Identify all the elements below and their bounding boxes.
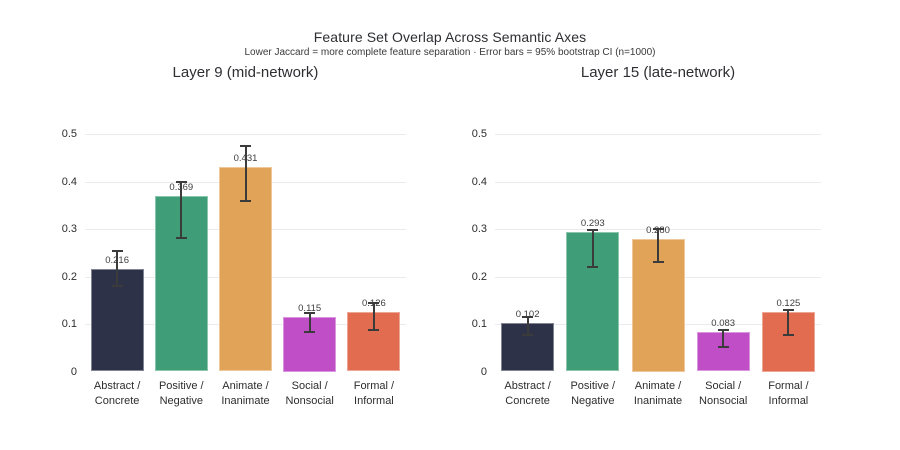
x-axis-tick-line: Positive / <box>570 379 616 392</box>
error-bar-whisker <box>787 309 790 335</box>
x-axis-tick-line: Concrete <box>505 394 550 407</box>
error-bar-whisker <box>116 251 119 286</box>
x-axis-tick-line: Abstract / <box>504 379 551 392</box>
x-axis-tick-line: Abstract / <box>93 379 141 392</box>
bar-value-label: 0.115 <box>298 302 322 314</box>
x-axis-tick-line: Formal / <box>353 379 395 392</box>
y-axis-tick-label: 0.1 <box>61 318 77 330</box>
error-bar-cap-top <box>240 144 251 147</box>
y-axis-tick-label: 0.4 <box>471 175 487 188</box>
error-bar-cap-bottom <box>368 329 380 332</box>
x-axis-tick-line: Nonsocial <box>285 394 334 407</box>
error-bar-cap-bottom <box>652 261 664 264</box>
y-axis-tick-label: 0.4 <box>61 175 77 188</box>
x-axis-tick-line: Formal / <box>768 379 809 392</box>
x-axis-tick-label: Positive / Negative <box>560 379 625 409</box>
error-bar-whisker <box>526 317 529 336</box>
error-bar-cap-top <box>717 328 729 331</box>
plot-area: 0 0.1 0.2 0.3 0.4 0.5 0.102 Abstract / Concrete 0… <box>472 128 821 407</box>
x-axis-tick-label: Social / Nonsocial <box>691 379 756 409</box>
error-bar-cap-top <box>652 227 664 230</box>
y-axis-tick-label: 0.5 <box>61 128 77 140</box>
x-axis-tick-line: Social / <box>705 379 742 392</box>
error-bar-cap-top <box>111 250 123 253</box>
bar-value-label: 0.083 <box>711 318 736 330</box>
subplot-title: Layer 9 (mid-network) <box>172 64 319 81</box>
x-axis-tick-label: Animate / Inanimate <box>625 379 690 409</box>
x-axis-tick-label: Social / Nonsocial <box>278 379 342 409</box>
y-axis-tick-label: 0.2 <box>61 270 77 283</box>
x-axis-tick-line: Inanimate <box>221 394 270 407</box>
x-axis-tick-label: Abstract / Concrete <box>85 379 149 409</box>
error-bar-cap-bottom <box>111 284 123 287</box>
x-axis-tick-line: Social / <box>291 379 328 392</box>
error-bar-cap-bottom <box>782 333 794 336</box>
error-bar-cap-bottom <box>304 330 316 333</box>
y-axis-tick-label: 0.2 <box>471 270 487 283</box>
bar <box>154 196 208 372</box>
y-axis-tick-label: 0.3 <box>61 223 77 235</box>
subplot-title: Layer 15 (late-network) <box>580 64 736 81</box>
chart-title: Feature Set Overlap Across Semantic Axes <box>313 29 587 45</box>
error-bar-whisker <box>244 145 247 202</box>
bar-value-label: 0.125 <box>776 298 801 310</box>
error-bar-cap-top <box>782 308 794 311</box>
x-axis-tick-line: Informal <box>768 394 809 407</box>
error-bar-whisker <box>657 228 659 263</box>
x-axis-tick-label: Animate / Inanimate <box>213 379 277 409</box>
error-bar-whisker <box>591 229 594 267</box>
x-axis-tick-line: Animate / <box>634 379 682 392</box>
error-bar-cap-top <box>587 228 599 231</box>
x-axis-tick-line: Negative <box>159 394 203 407</box>
error-bar-cap-top <box>522 316 534 319</box>
error-bar-whisker <box>180 182 183 238</box>
y-axis-tick-label: 0.1 <box>471 318 487 330</box>
y-axis-tick-label: 0 <box>480 365 487 378</box>
x-axis-tick-label: Positive / Negative <box>149 379 213 409</box>
y-axis-tick-label: 0 <box>70 365 77 378</box>
x-axis-tick-line: Informal <box>354 394 394 407</box>
gridline <box>495 134 821 135</box>
x-axis-tick-label: Abstract / Concrete <box>495 379 560 409</box>
y-axis-tick-label: 0.3 <box>471 223 487 235</box>
x-axis-tick-line: Animate / <box>222 379 269 392</box>
bar-value-label: 0.293 <box>580 218 605 230</box>
y-axis-tick-label: 0.5 <box>471 128 487 140</box>
plot-area: 00.10.20.30.40.50.216Abstract /Concrete0… <box>62 128 406 407</box>
error-bar-cap-top <box>175 181 187 184</box>
x-axis-tick-line: Nonsocial <box>699 394 748 407</box>
error-bar-whisker <box>722 329 725 347</box>
x-axis-tick-line: Negative <box>571 394 615 407</box>
error-bar-cap-bottom <box>587 265 599 268</box>
x-axis-tick-line: Inanimate <box>633 394 683 407</box>
error-bar-whisker <box>372 303 375 331</box>
x-axis-tick-label: Formal / Informal <box>756 379 821 409</box>
x-axis-tick-line: Concrete <box>94 394 140 407</box>
bar-value-label: 0.102 <box>515 309 540 321</box>
error-bar-cap-top <box>304 311 316 314</box>
error-bar-cap-bottom <box>717 345 729 348</box>
error-bar-cap-bottom <box>240 200 251 203</box>
x-axis-tick-line: Positive / <box>158 379 204 392</box>
gridline <box>85 134 406 135</box>
error-bar-cap-bottom <box>175 236 187 239</box>
chart-subtitle: Lower Jaccard = more complete feature se… <box>244 47 656 58</box>
error-bar-cap-bottom <box>522 334 534 337</box>
gridline <box>495 181 821 183</box>
x-axis-tick-label: Formal / Informal <box>342 379 406 409</box>
error-bar-whisker <box>308 312 311 332</box>
error-bar-cap-top <box>368 302 380 305</box>
